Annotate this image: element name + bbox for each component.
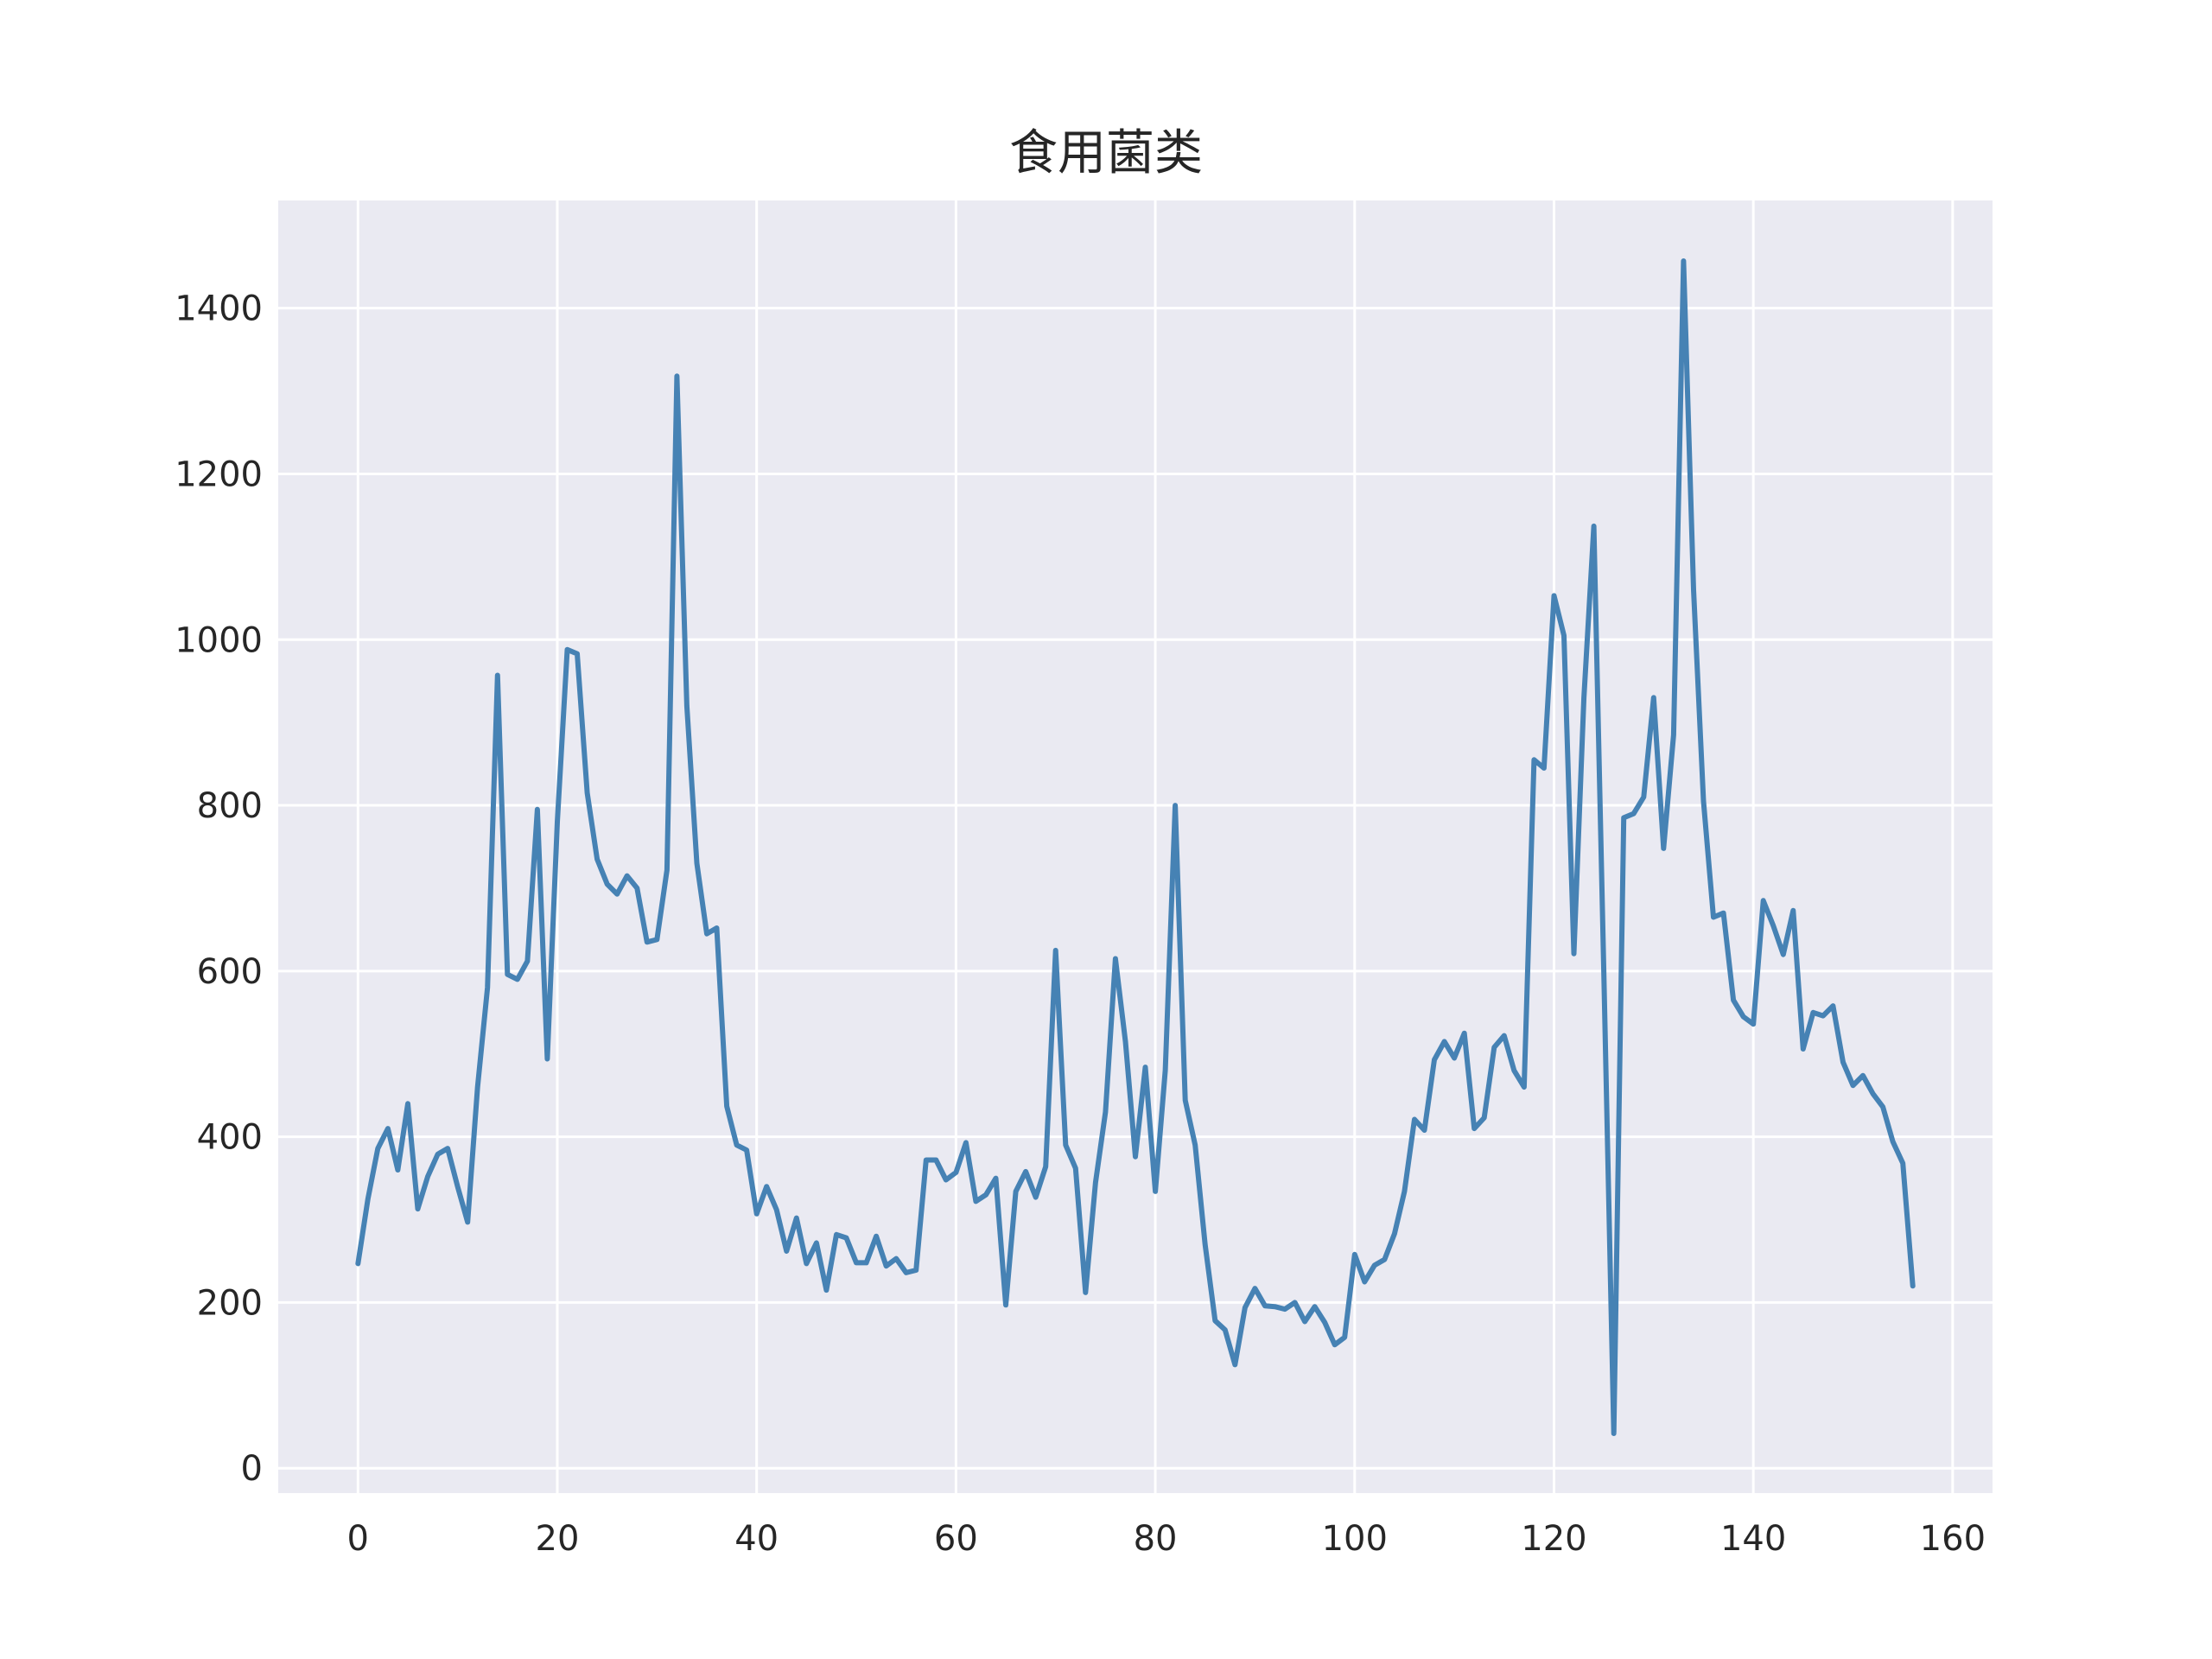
- y-tick-label-400: 400: [197, 1118, 263, 1158]
- series-group: [355, 258, 1916, 1436]
- x-tick-label-140: 140: [1720, 1519, 1786, 1559]
- y-tick-label-600: 600: [197, 952, 263, 992]
- x-tick-label-120: 120: [1521, 1519, 1586, 1559]
- y-tick-label-1200: 1200: [175, 454, 263, 494]
- y-tick-label-0: 0: [241, 1449, 263, 1489]
- series-line-0: [355, 258, 1916, 1436]
- x-tick-label-40: 40: [734, 1519, 779, 1559]
- x-tick-label-0: 0: [347, 1519, 369, 1559]
- y-tick-label-1000: 1000: [175, 620, 263, 660]
- x-axis: 0 20 40 60 80 100 120 140 160: [347, 1519, 1986, 1559]
- x-tick-label-160: 160: [1920, 1519, 1986, 1559]
- x-tick-label-60: 60: [934, 1519, 978, 1559]
- y-tick-label-800: 800: [197, 786, 263, 826]
- chart-title: 食用菌类: [1009, 125, 1203, 181]
- grid-lines: [278, 200, 1993, 1493]
- x-tick-label-20: 20: [536, 1519, 580, 1559]
- x-tick-label-80: 80: [1134, 1519, 1178, 1559]
- x-tick-label-100: 100: [1322, 1519, 1388, 1559]
- y-tick-label-200: 200: [197, 1283, 263, 1323]
- y-axis: 0 200 400 600 800 1000 1200 1400: [175, 289, 263, 1490]
- y-tick-label-1400: 1400: [175, 289, 263, 329]
